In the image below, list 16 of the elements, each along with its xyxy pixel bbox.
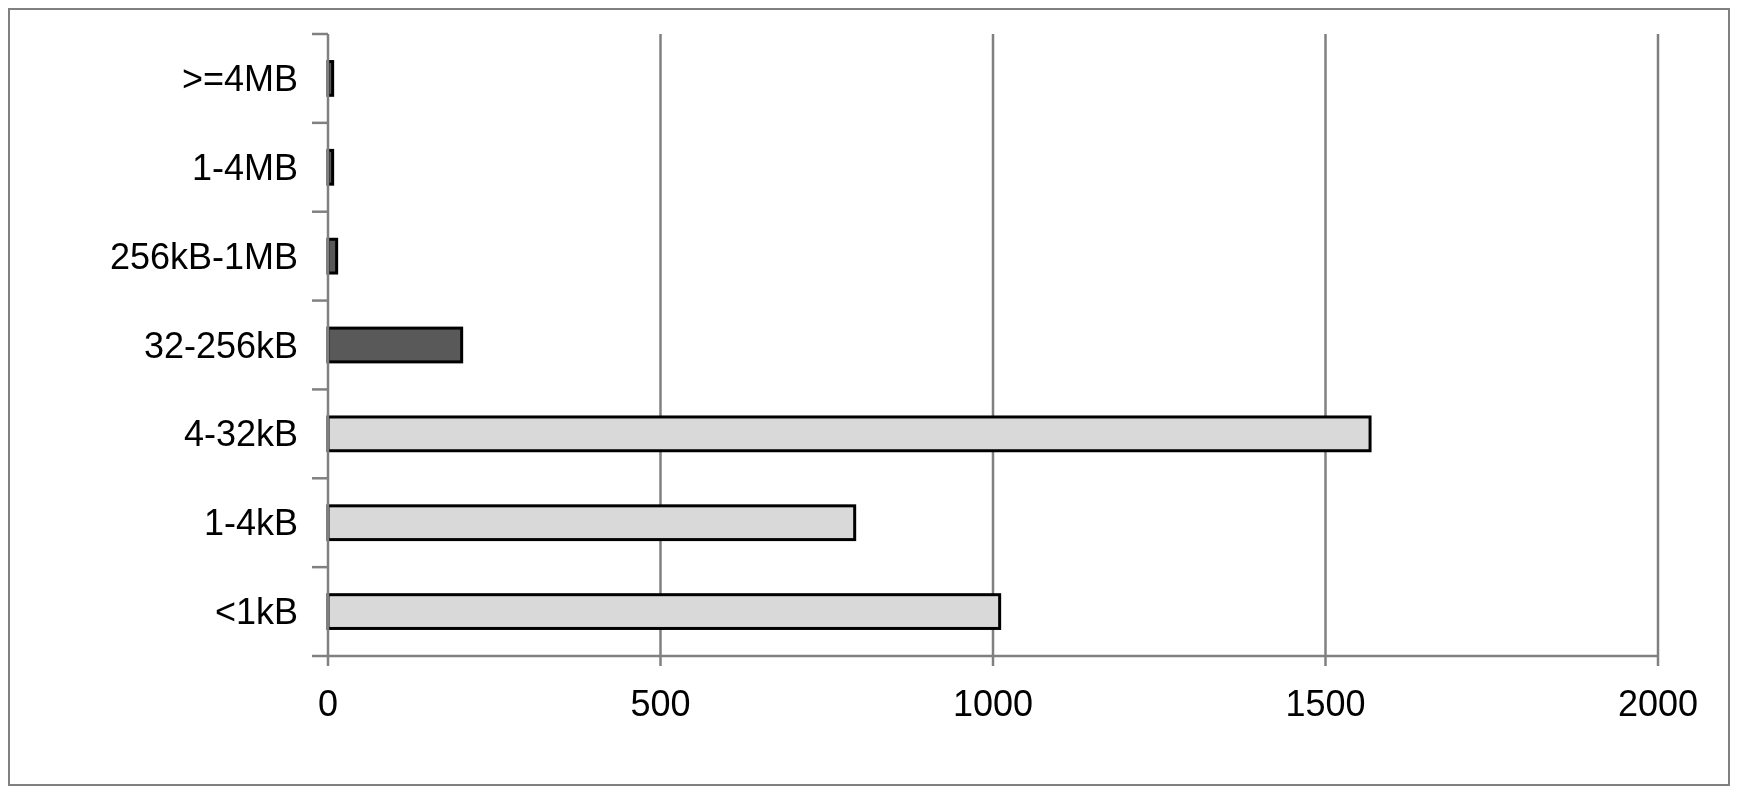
x-tick-label: 1000 xyxy=(952,683,1034,724)
y-tick-label: 1-4MB xyxy=(191,146,298,188)
bar xyxy=(326,504,857,542)
bar xyxy=(326,326,464,364)
y-tick-label: >=4MB xyxy=(181,58,298,100)
bar xyxy=(326,415,1372,453)
y-tick-label: 4-32kB xyxy=(183,413,298,455)
x-tick-label: 0 xyxy=(317,683,339,724)
x-tick-label: 1500 xyxy=(1285,683,1366,724)
y-tick-label: 32-256kB xyxy=(143,324,298,366)
bar xyxy=(326,593,1002,630)
y-tick-label: 1-4kB xyxy=(203,502,298,544)
y-tick-label: 256kB-1MB xyxy=(109,235,298,277)
x-tick-label: 500 xyxy=(630,683,691,724)
y-tick-label: <1kB xyxy=(214,591,298,633)
x-tick-label: 2000 xyxy=(1617,683,1699,724)
